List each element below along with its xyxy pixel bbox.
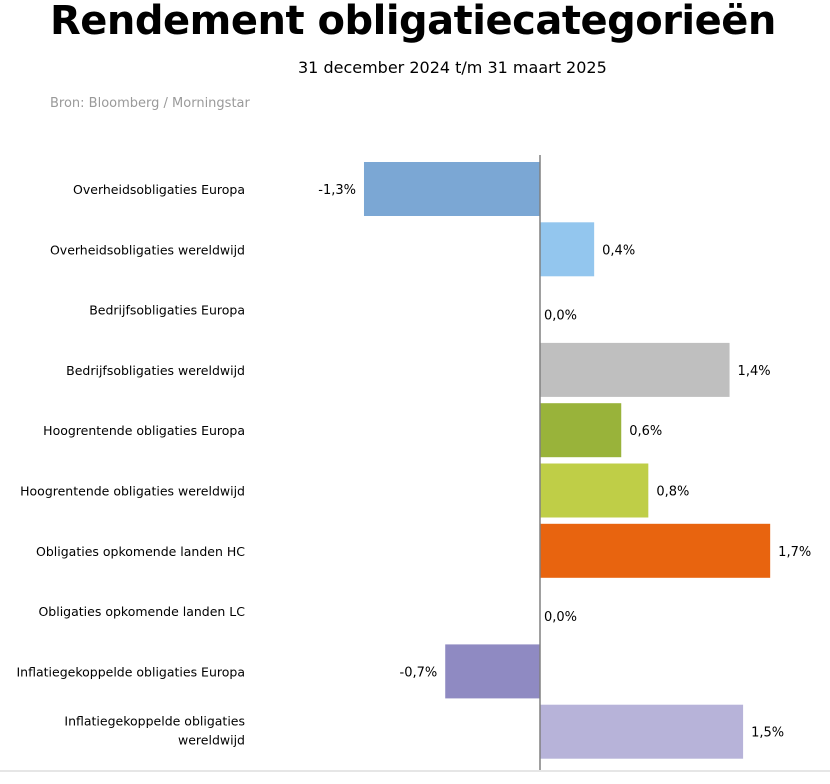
category-label: Bedrijfsobligaties Europa xyxy=(89,303,245,318)
category-label: Obligaties opkomende landen LC xyxy=(38,604,245,619)
bar xyxy=(540,463,649,518)
bar xyxy=(540,342,730,397)
category-label: Overheidsobligaties wereldwijd xyxy=(50,242,245,257)
chart-source: Bron: Bloomberg / Morningstar xyxy=(50,96,250,111)
category-label: Inflatiegekoppelde obligaties wereldwijd xyxy=(64,714,245,748)
bar xyxy=(540,222,595,277)
category-label: Inflatiegekoppelde obligaties Europa xyxy=(16,664,245,679)
bar xyxy=(540,704,744,759)
category-label: Obligaties opkomende landen HC xyxy=(36,544,245,559)
data-label: 1,7% xyxy=(778,545,811,560)
bar xyxy=(540,523,771,578)
category-label: Hoogrentende obligaties Europa xyxy=(43,423,245,438)
data-label: 1,5% xyxy=(751,726,784,741)
data-label: -0,7% xyxy=(400,665,438,680)
bar xyxy=(540,403,622,458)
data-label: -1,3% xyxy=(318,183,356,198)
bottom-divider xyxy=(0,770,830,772)
data-label: 0,4% xyxy=(602,243,635,258)
data-label: 0,8% xyxy=(656,485,689,500)
data-label: 0,0% xyxy=(544,309,577,324)
bar xyxy=(363,162,540,216)
chart-title: Rendement obligatiecategorieën xyxy=(50,0,776,44)
category-label: Bedrijfsobligaties wereldwijd xyxy=(66,363,245,378)
bar xyxy=(445,644,540,699)
data-label: 0,6% xyxy=(629,424,662,439)
category-label: Hoogrentende obligaties wereldwijd xyxy=(20,484,245,499)
category-label: Overheidsobligaties Europa xyxy=(73,182,245,197)
chart-subtitle: 31 december 2024 t/m 31 maart 2025 xyxy=(298,58,607,77)
data-label: 0,0% xyxy=(544,610,577,625)
data-label: 1,4% xyxy=(738,364,771,379)
